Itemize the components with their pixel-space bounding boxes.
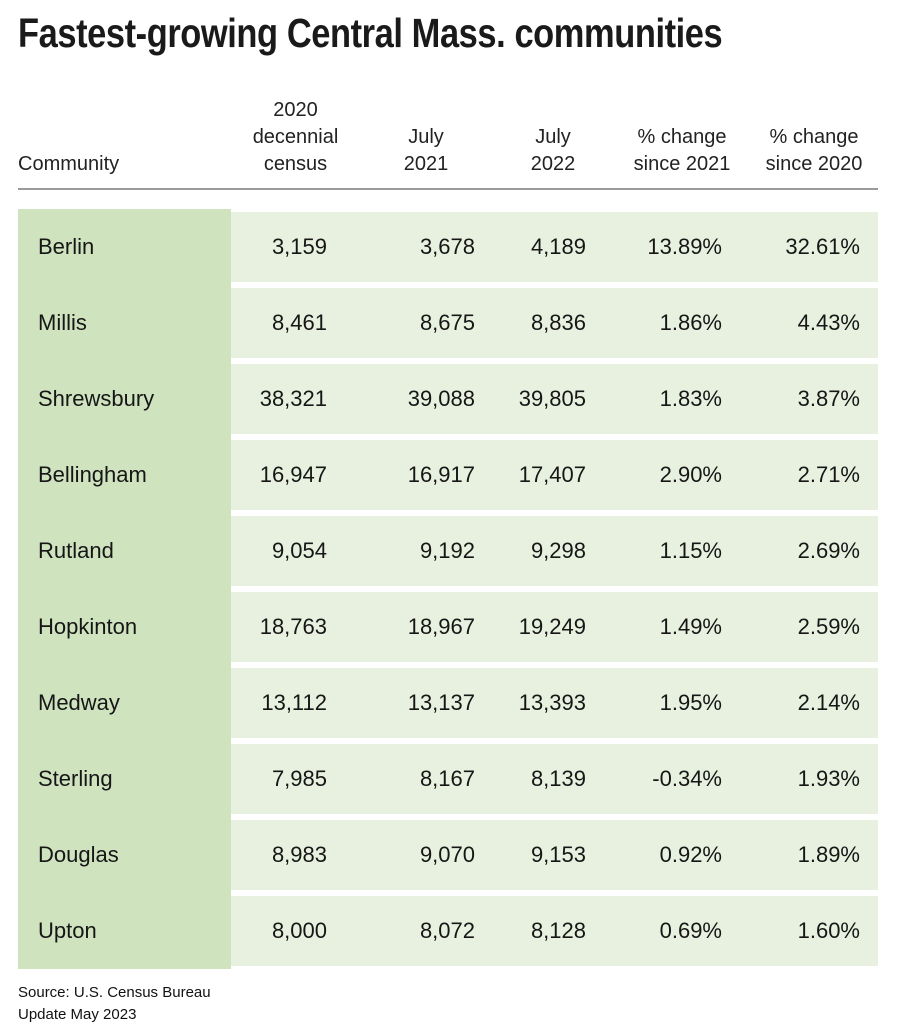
july-2021-cell: 16,917: [360, 440, 492, 511]
july-2022-cell: 9,153: [492, 820, 614, 891]
pct-change-since-2020-cell: 4.43%: [750, 288, 878, 359]
column-header-2020-census: 2020 decennial census: [252, 99, 339, 176]
page-title: Fastest-growing Central Mass. communitie…: [18, 10, 723, 56]
pct-change-since-2020-cell: 2.69%: [750, 516, 878, 587]
pct-change-since-2021-cell: 2.90%: [614, 440, 750, 511]
july-2022-cell: 19,249: [492, 592, 614, 663]
july-2021-cell: 8,167: [360, 744, 492, 815]
community-cell: Shrewsbury: [18, 361, 231, 438]
data-table: Berlin 3,159 3,678 4,189 13.89% 32.61% M…: [18, 209, 878, 970]
column-header-pct-since-2020: % change since 2020: [765, 126, 863, 176]
pct-change-since-2020-cell: 32.61%: [750, 212, 878, 283]
july-2021-cell: 39,088: [360, 364, 492, 435]
table-row: Medway 13,112 13,137 13,393 1.95% 2.14%: [18, 665, 878, 742]
july-2022-cell: 39,805: [492, 364, 614, 435]
table-row: Sterling 7,985 8,167 8,139 -0.34% 1.93%: [18, 741, 878, 818]
july-2021-cell: 9,192: [360, 516, 492, 587]
pct-change-since-2020-cell: 1.60%: [750, 896, 878, 967]
pct-change-since-2021-cell: 0.69%: [614, 896, 750, 967]
july-2021-cell: 9,070: [360, 820, 492, 891]
pct-change-since-2021-cell: 1.49%: [614, 592, 750, 663]
pct-change-since-2021-cell: 1.15%: [614, 516, 750, 587]
community-cell: Sterling: [18, 741, 231, 818]
july-2022-cell: 8,139: [492, 744, 614, 815]
july-2021-cell: 3,678: [360, 212, 492, 283]
census-2020-cell: 8,983: [231, 820, 360, 891]
census-2020-cell: 7,985: [231, 744, 360, 815]
july-2022-cell: 13,393: [492, 668, 614, 739]
community-cell: Medway: [18, 665, 231, 742]
pct-change-since-2020-cell: 2.14%: [750, 668, 878, 739]
community-cell: Douglas: [18, 817, 231, 894]
pct-change-since-2021-cell: 0.92%: [614, 820, 750, 891]
pct-change-since-2021-cell: 13.89%: [614, 212, 750, 283]
table-row: Douglas 8,983 9,070 9,153 0.92% 1.89%: [18, 817, 878, 894]
census-2020-cell: 8,000: [231, 896, 360, 967]
census-2020-cell: 16,947: [231, 440, 360, 511]
census-2020-cell: 8,461: [231, 288, 360, 359]
pct-change-since-2021-cell: 1.86%: [614, 288, 750, 359]
july-2022-cell: 8,128: [492, 896, 614, 967]
footer: Source: U.S. Census Bureau Update May 20…: [18, 982, 878, 1024]
table-row: Upton 8,000 8,072 8,128 0.69% 1.60%: [18, 893, 878, 970]
community-cell: Berlin: [18, 209, 231, 286]
community-cell: Millis: [18, 285, 231, 362]
update-line: Update May 2023: [18, 1006, 137, 1024]
pct-change-since-2020-cell: 2.59%: [750, 592, 878, 663]
july-2022-cell: 4,189: [492, 212, 614, 283]
pct-change-since-2021-cell: 1.95%: [614, 668, 750, 739]
census-2020-cell: 13,112: [231, 668, 360, 739]
community-cell: Bellingham: [18, 437, 231, 514]
july-2021-cell: 8,072: [360, 896, 492, 967]
column-header-pct-since-2021: % change since 2021: [633, 126, 731, 176]
census-2020-cell: 3,159: [231, 212, 360, 283]
community-cell: Rutland: [18, 513, 231, 590]
census-2020-cell: 9,054: [231, 516, 360, 587]
table-row: Bellingham 16,947 16,917 17,407 2.90% 2.…: [18, 437, 878, 514]
table-row: Shrewsbury 38,321 39,088 39,805 1.83% 3.…: [18, 361, 878, 438]
pct-change-since-2020-cell: 1.93%: [750, 744, 878, 815]
pct-change-since-2020-cell: 1.89%: [750, 820, 878, 891]
community-cell: Hopkinton: [18, 589, 231, 666]
table-row: Hopkinton 18,763 18,967 19,249 1.49% 2.5…: [18, 589, 878, 666]
july-2021-cell: 8,675: [360, 288, 492, 359]
community-cell: Upton: [18, 893, 231, 970]
table-row: Rutland 9,054 9,192 9,298 1.15% 2.69%: [18, 513, 878, 590]
pct-change-since-2021-cell: 1.83%: [614, 364, 750, 435]
column-header-community: Community: [18, 153, 120, 176]
july-2021-cell: 13,137: [360, 668, 492, 739]
column-header-july-2022: July 2022: [530, 126, 576, 176]
pct-change-since-2021-cell: -0.34%: [614, 744, 750, 815]
table-row: Millis 8,461 8,675 8,836 1.86% 4.43%: [18, 285, 878, 362]
july-2022-cell: 17,407: [492, 440, 614, 511]
header-divider: [18, 188, 878, 191]
july-2022-cell: 8,836: [492, 288, 614, 359]
column-header-july-2021: July 2021: [403, 126, 449, 176]
july-2021-cell: 18,967: [360, 592, 492, 663]
table-header-row: Community 2020 decennial census July 202…: [18, 97, 878, 178]
table-row: Berlin 3,159 3,678 4,189 13.89% 32.61%: [18, 209, 878, 286]
pct-change-since-2020-cell: 2.71%: [750, 440, 878, 511]
pct-change-since-2020-cell: 3.87%: [750, 364, 878, 435]
july-2022-cell: 9,298: [492, 516, 614, 587]
census-2020-cell: 18,763: [231, 592, 360, 663]
census-2020-cell: 38,321: [231, 364, 360, 435]
source-line: Source: U.S. Census Bureau: [18, 984, 211, 1002]
